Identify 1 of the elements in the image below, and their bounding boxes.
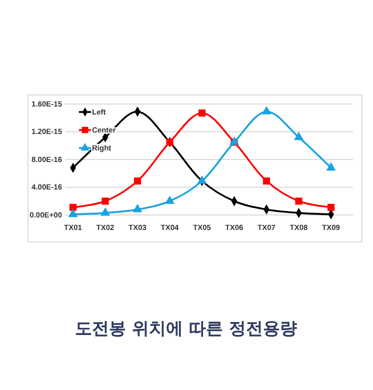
text: 도전봉 위치에 따른 정전용량 [75,319,297,339]
